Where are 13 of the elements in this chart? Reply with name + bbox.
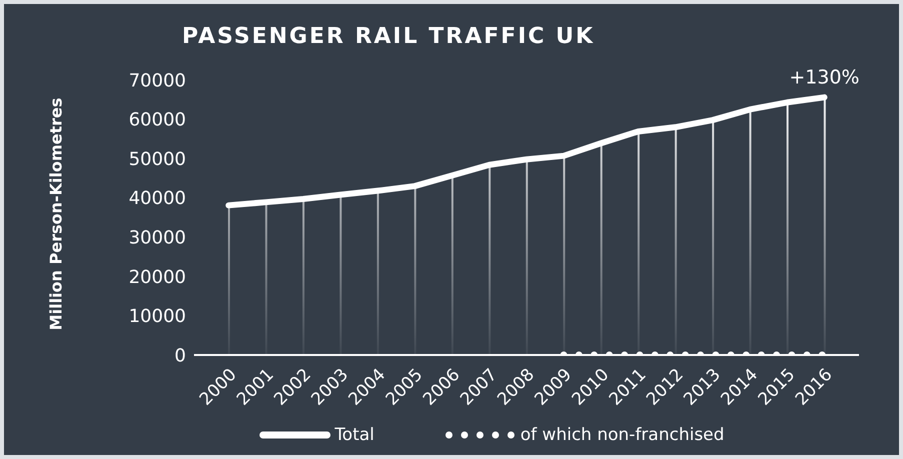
y-tick-label: 70000 [128,70,186,92]
y-tick-label: 10000 [128,306,186,328]
annotation: +130% [789,66,860,88]
y-tick-label: 50000 [128,148,186,170]
legend-label: Total [334,425,374,445]
y-tick-label: 40000 [128,188,186,210]
y-tick-label: 20000 [128,266,186,288]
chart-title: PASSENGER RAIL TRAFFIC UK [182,24,595,49]
legend-label: of which non-franchised [520,425,724,445]
y-tick-label: 30000 [128,228,186,249]
y-tick-label: 60000 [128,110,186,131]
y-tick-label: 0 [174,345,186,366]
y-axis-title: Million Person-Kilometres [46,98,66,330]
